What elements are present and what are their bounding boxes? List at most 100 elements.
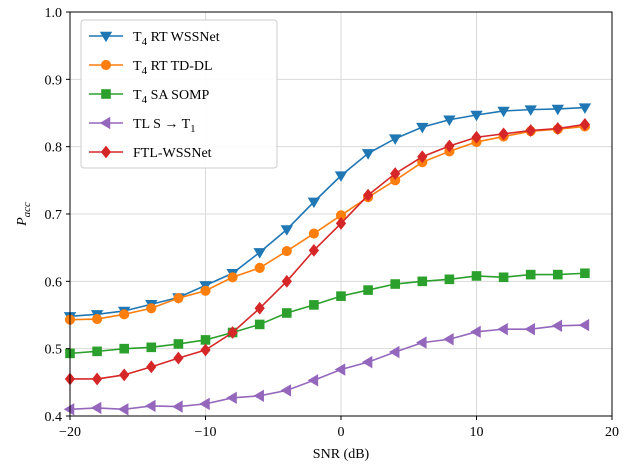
y-axis-label-subscript: acc bbox=[21, 202, 33, 217]
data-point bbox=[361, 149, 375, 160]
legend-label: T4 RT TD-DL bbox=[133, 59, 213, 77]
data-point bbox=[254, 319, 265, 330]
data-point bbox=[497, 322, 508, 336]
legend-entry: FTL-WSSNet bbox=[89, 145, 212, 161]
data-point bbox=[471, 271, 482, 281]
y-tick-label: 1.0 bbox=[45, 6, 63, 21]
series-group bbox=[65, 268, 590, 359]
data-point bbox=[551, 319, 563, 332]
data-point bbox=[173, 351, 184, 365]
legend-label: T4 RT WSSNet bbox=[133, 30, 220, 48]
y-tick-label: 0.6 bbox=[45, 275, 63, 290]
series-layer bbox=[63, 103, 592, 416]
data-point bbox=[334, 171, 348, 182]
series-line bbox=[69, 272, 585, 355]
data-point bbox=[498, 127, 509, 141]
data-point bbox=[390, 279, 400, 289]
data-point bbox=[99, 116, 111, 130]
data-point bbox=[90, 401, 102, 415]
data-point bbox=[91, 372, 103, 386]
data-point bbox=[336, 291, 346, 301]
data-point bbox=[200, 335, 211, 345]
data-point bbox=[334, 363, 346, 376]
data-point bbox=[145, 399, 156, 413]
legend: T4 RT WSSNet T4 RT TD-DL T4 SA SOMP TL S → … bbox=[80, 19, 278, 169]
y-axis-label: Pacc bbox=[15, 202, 33, 227]
data-point bbox=[226, 391, 237, 405]
data-point bbox=[173, 293, 184, 304]
x-tick-label: 10 bbox=[470, 425, 484, 440]
data-point bbox=[309, 300, 319, 310]
data-point bbox=[308, 228, 319, 239]
x-tick-label: −10 bbox=[195, 425, 217, 440]
data-point bbox=[200, 343, 211, 357]
data-point bbox=[578, 318, 590, 332]
data-point bbox=[281, 308, 292, 318]
series-line bbox=[69, 106, 585, 318]
y-tick-label: 0.5 bbox=[45, 343, 63, 358]
data-point bbox=[498, 272, 509, 283]
axis-ticks: −20 −10 0 10 20 0.4 0.5 0.6 0.7 0.8 0.9 1.0 bbox=[45, 6, 620, 440]
legend-entry: TL S → T1 bbox=[89, 116, 196, 135]
data-point bbox=[119, 368, 130, 382]
data-point bbox=[253, 389, 264, 402]
data-point bbox=[579, 118, 591, 131]
data-point bbox=[92, 313, 103, 325]
data-point bbox=[254, 301, 265, 315]
x-tick-label: 0 bbox=[338, 425, 345, 440]
data-point bbox=[281, 245, 292, 257]
legend-label: TL S → T1 bbox=[133, 117, 196, 135]
data-point bbox=[92, 346, 102, 357]
data-point bbox=[551, 104, 564, 116]
data-point bbox=[389, 134, 402, 145]
data-point bbox=[552, 122, 563, 135]
data-point bbox=[443, 333, 454, 346]
y-tick-label: 0.8 bbox=[45, 141, 63, 156]
legend-box bbox=[80, 19, 278, 169]
x-axis-label: SNR (dB) bbox=[313, 447, 370, 462]
data-point bbox=[227, 326, 238, 339]
data-point bbox=[417, 276, 428, 287]
data-point bbox=[388, 345, 400, 359]
data-point bbox=[524, 105, 537, 116]
data-point bbox=[281, 274, 292, 288]
data-point bbox=[308, 243, 320, 257]
data-point bbox=[363, 285, 373, 295]
data-point bbox=[99, 31, 113, 43]
y-axis-label-main: P bbox=[15, 217, 30, 227]
data-point bbox=[119, 343, 130, 354]
legend-entry: T4 SA SOMP bbox=[89, 88, 210, 106]
data-point bbox=[444, 139, 455, 153]
data-point bbox=[254, 262, 265, 273]
data-point bbox=[119, 309, 130, 320]
data-point bbox=[307, 197, 321, 209]
data-point bbox=[525, 124, 536, 137]
y-tick-label: 0.7 bbox=[45, 208, 63, 223]
data-point bbox=[117, 403, 129, 416]
data-point bbox=[172, 400, 183, 413]
data-point bbox=[200, 285, 211, 296]
series-group bbox=[63, 318, 590, 416]
data-point bbox=[416, 122, 429, 134]
data-point bbox=[100, 59, 112, 71]
data-point bbox=[444, 274, 455, 285]
data-point bbox=[199, 397, 210, 411]
data-point bbox=[280, 225, 293, 236]
data-point bbox=[553, 269, 563, 280]
legend-label: T4 SA SOMP bbox=[133, 88, 210, 106]
y-tick-label: 0.9 bbox=[45, 73, 63, 88]
legend-label: FTL-WSSNet bbox=[133, 146, 212, 161]
data-point bbox=[361, 355, 373, 369]
data-point bbox=[525, 269, 536, 280]
y-tick-label: 0.4 bbox=[45, 410, 63, 425]
data-point bbox=[443, 115, 456, 127]
data-point bbox=[280, 384, 292, 397]
data-point bbox=[100, 145, 112, 159]
data-point bbox=[146, 360, 157, 374]
data-point bbox=[416, 336, 427, 349]
data-point bbox=[146, 303, 157, 314]
data-point bbox=[417, 150, 428, 164]
legend-entry: T4 RT WSSNet bbox=[89, 30, 220, 48]
data-point bbox=[227, 272, 238, 283]
